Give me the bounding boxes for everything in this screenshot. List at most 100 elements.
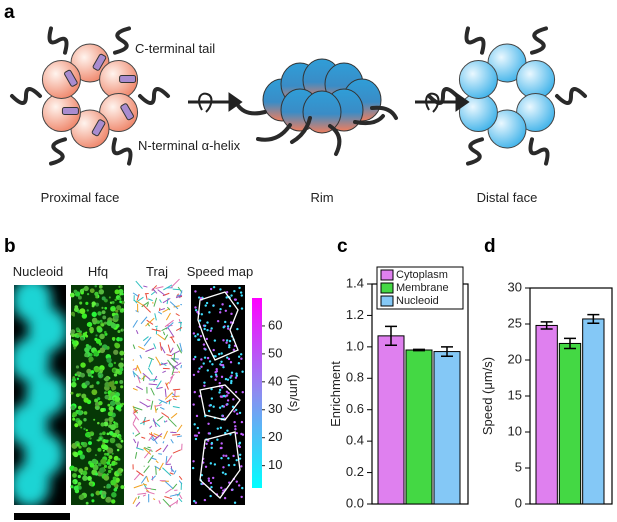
speckle [83,411,88,415]
speckle [118,285,121,288]
speckle [78,468,84,474]
speed-dot [218,388,222,392]
trajectory [170,373,175,379]
blob [14,338,50,382]
speckle [77,481,82,486]
speckle [120,357,124,361]
trajectory [167,306,171,311]
trajectory [139,354,143,359]
y-tick-label: 10 [508,423,522,438]
speckle [89,462,95,468]
y-tick-label: 1.0 [346,338,364,353]
speed-dot [220,375,224,379]
speckle [119,350,125,356]
speckle [99,437,102,440]
trajectory [176,424,183,433]
speed-dot [225,403,228,406]
bar [377,335,405,505]
speckle [101,310,106,315]
speed-dot [229,376,232,379]
trajectory [173,391,176,398]
speed-dot [228,346,231,349]
speckle [85,301,89,305]
helix-label: N-terminal α-helix [138,138,241,153]
trajectory [133,410,135,412]
speed-dot [215,367,218,371]
speckle [103,444,109,451]
trajectory [132,417,137,424]
speckle [91,458,98,465]
speckle [99,333,105,340]
speckle [114,396,121,402]
panel-label: a [4,2,15,23]
speckle [83,285,89,292]
trajectory [167,327,175,337]
speckle [98,284,103,289]
speed-dot [218,406,222,409]
trajectory [164,388,167,398]
trajectory [137,495,140,499]
speed-dot [199,334,203,338]
trajectory [151,285,158,291]
speckle [102,494,107,498]
speckle [71,333,75,338]
speckle [119,367,124,372]
speckle [112,476,117,481]
tail [328,124,342,156]
colorbar-tick-label: 50 [268,345,282,360]
speckle [84,466,89,471]
speed-dot [228,304,232,308]
speed-dot [194,437,198,441]
trajectory [175,313,180,317]
trajectory [161,346,166,354]
trajectory [142,494,147,497]
trajectory [146,405,151,408]
speed-dot [220,386,224,389]
y-tick-label: 1.2 [346,307,364,322]
speckle [91,499,95,503]
speckle [112,432,118,438]
speckle [118,297,122,301]
speed-dot [226,399,230,402]
tail [235,102,267,116]
speckle [108,416,114,423]
speckle [114,461,118,465]
speed-dot [215,370,219,373]
speckle [113,421,116,424]
speckle [97,421,100,425]
trajectory [149,378,158,381]
trajectory [142,372,151,380]
speed-dot [221,471,225,474]
speed-dot [230,294,233,297]
tail [290,116,312,144]
speed-dot [240,357,243,360]
colorbar [252,298,262,488]
speed-dot [227,457,230,460]
trajectory [153,297,158,307]
trajectory [132,319,138,328]
speckle [109,400,116,407]
speckle [88,372,91,376]
speed-dot [196,333,200,336]
speed-dot [240,420,244,424]
trajectory [169,336,175,338]
trajectory [170,347,174,353]
speed-dot [202,362,205,365]
speckle [96,381,100,385]
speckle [98,400,103,406]
charts: 0.0 0.2 0.4 0.6 0.8 1.0 1.2 1.4 Enrichment Cytopl… [328,266,613,510]
speed-dot [228,339,232,343]
speckle [106,432,110,436]
speckle [76,371,81,376]
trajectory [132,359,135,361]
trajectory [162,331,166,336]
speckle [120,439,124,443]
nucleoid-outline [197,291,239,361]
speckle [77,410,83,416]
trajectory [178,475,183,480]
speed-dot [225,339,229,342]
trajectory [162,467,172,477]
trajectory [157,289,166,296]
speckle [112,339,115,342]
trajectory [151,328,161,332]
